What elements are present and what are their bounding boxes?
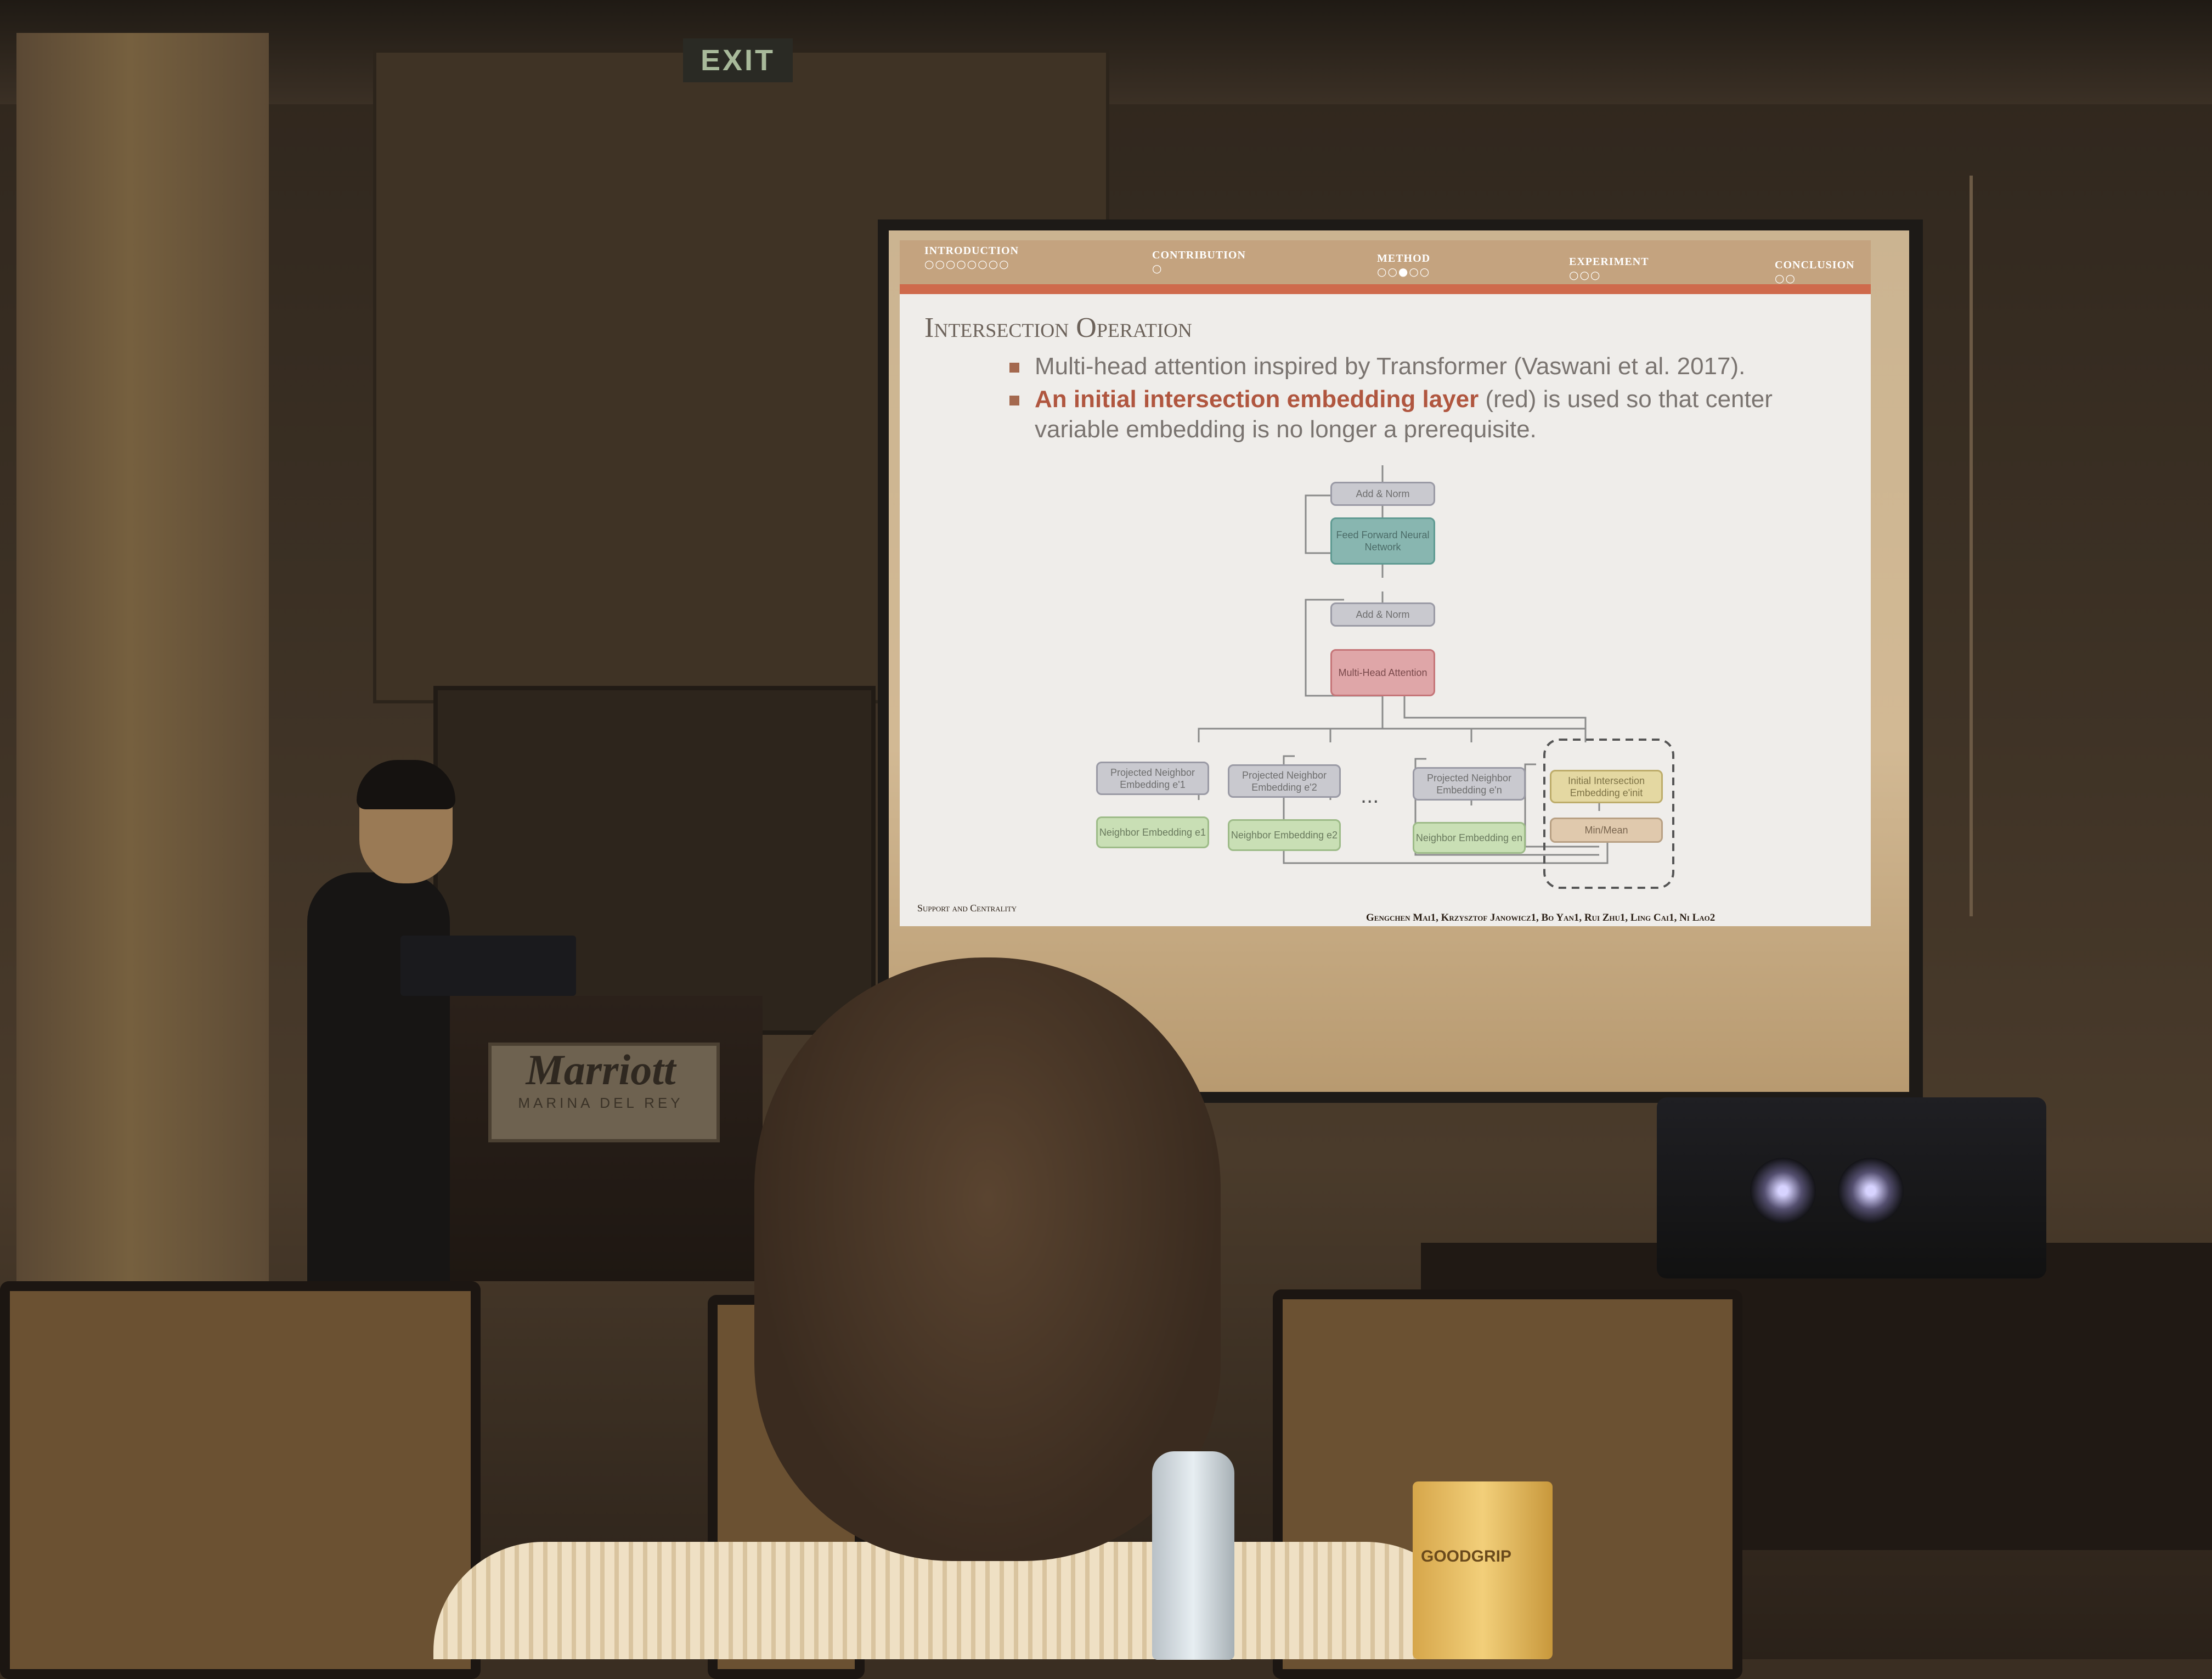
init-embedding-dashed-group [1543, 739, 1674, 889]
exit-sign: EXIT [683, 38, 793, 82]
podium-location-text: MARINA DEL REY [518, 1095, 684, 1111]
projector-lens-icon [1838, 1158, 1904, 1224]
projected-neighbor-box-n: Projected Neighbor Embedding e'n [1413, 767, 1526, 801]
bullet-point-2: An initial intersection embedding layer … [1009, 386, 1773, 413]
nav-contribution: Contribution ○ [1152, 249, 1246, 275]
wall-trim [1970, 176, 1973, 916]
bullet-point-2-continued: variable embedding is no longer a prereq… [1035, 416, 1537, 443]
neighbor-embedding-box-2: Neighbor Embedding e2 [1228, 819, 1341, 851]
coffee-cup [1413, 1481, 1553, 1659]
speaker-hair [357, 760, 455, 809]
bullet-square-icon [1009, 363, 1019, 373]
podium-plaque [488, 1043, 720, 1142]
neighbor-embedding-box-1: Neighbor Embedding e1 [1096, 816, 1209, 848]
cup-brand-text: GOODGRIP [1421, 1547, 1512, 1565]
initial-intersection-box: Initial Intersection Embedding e'init [1550, 770, 1663, 803]
nav-introduction: Introduction ○○○○○○○○ [924, 245, 1019, 271]
audience-shirt [433, 1542, 1476, 1659]
projector [1657, 1097, 2046, 1278]
nav-experiment: Experiment ○○○ [1569, 256, 1649, 281]
neighbor-ellipsis: ... [1361, 784, 1379, 808]
wall-pillar [16, 33, 269, 1295]
speaker-body [307, 872, 450, 1289]
feed-forward-box: Feed Forward Neural Network [1330, 517, 1435, 565]
add-norm-mid-box: Add & Norm [1330, 602, 1435, 627]
slide-footer-left: Support and Centrality [917, 903, 1017, 914]
podium-brand-text: Marriott [526, 1046, 676, 1094]
bullet-square-icon [1009, 396, 1019, 406]
nav-conclusion: Conclusion ○○ [1775, 259, 1855, 285]
water-bottle [1152, 1451, 1234, 1660]
projected-neighbor-box-2: Projected Neighbor Embedding e'2 [1228, 764, 1341, 798]
audience-member-head [754, 957, 1221, 1561]
laptop [400, 936, 576, 996]
diagram-connectors [1198, 465, 1674, 889]
presentation-slide: Introduction ○○○○○○○○ Contribution ○ Met… [900, 240, 1871, 926]
architecture-diagram: Add & Norm Feed Forward Neural Network A… [900, 240, 1871, 926]
projected-neighbor-box-1: Projected Neighbor Embedding e'1 [1096, 762, 1209, 795]
projector-lens-icon [1750, 1158, 1816, 1224]
slide-section-nav: Introduction ○○○○○○○○ Contribution ○ Met… [900, 240, 1871, 285]
slide-footer-authors: Gengchen Mai1, Krzysztof Janowicz1, Bo Y… [1366, 912, 1716, 923]
multi-head-attention-box: Multi-Head Attention [1330, 649, 1435, 696]
slide-header-rule [900, 284, 1871, 294]
chair-left [0, 1281, 481, 1679]
bullet-point-1: Multi-head attention inspired by Transfo… [1009, 353, 1745, 380]
nav-method: Method ○○●○○ [1377, 252, 1431, 278]
min-mean-box: Min/Mean [1550, 818, 1663, 843]
slide-title: Intersection Operation [924, 312, 1192, 343]
add-norm-top-box: Add & Norm [1330, 482, 1435, 506]
neighbor-embedding-box-n: Neighbor Embedding en [1413, 822, 1526, 854]
